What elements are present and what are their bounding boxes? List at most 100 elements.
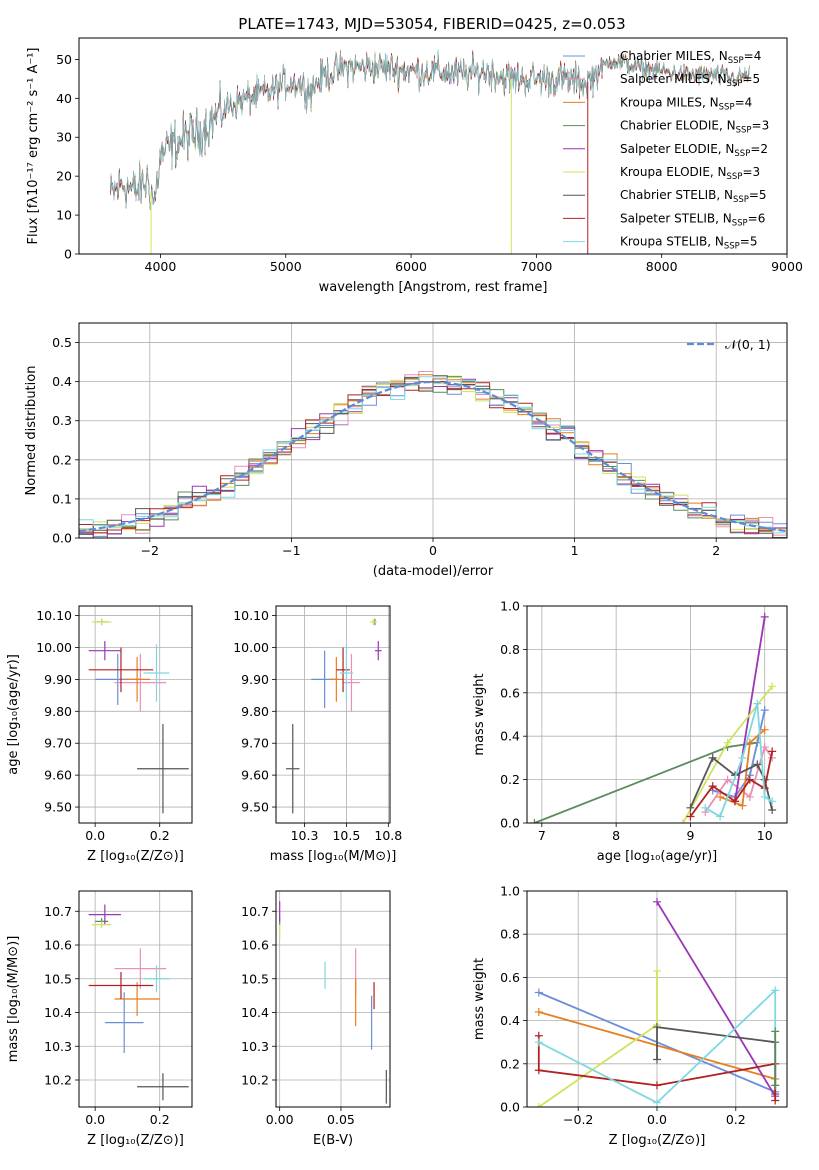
plot-area: [88, 618, 189, 814]
y-tick-label: 10.5: [44, 971, 72, 986]
y-tick-label: 0.8: [500, 642, 520, 657]
x-tick-label: 7: [538, 828, 546, 843]
x-tick-label: 10.8: [374, 828, 402, 843]
y-tick-label: 0.4: [500, 1013, 520, 1028]
x-axis-label: age [log₁₀(age/yr)]: [597, 849, 718, 864]
y-tick-label: 10.7: [241, 904, 269, 919]
weight-line: [704, 703, 773, 818]
x-tick-label: 8000: [646, 259, 678, 274]
weight-marker: [760, 706, 769, 715]
spectrum-line: [110, 49, 750, 209]
weight-marker: [731, 797, 739, 806]
x-tick-label: 0: [429, 543, 437, 558]
weight-marker: [738, 801, 747, 810]
y-axis-label: mass weight: [472, 673, 487, 755]
legend-label: Chabrier MILES, NSSP=4: [620, 49, 761, 66]
panel-spectrum: 4000 5000 6000 7000 8000 9000 0 10 20 30 40 50 wavel…: [26, 37, 803, 295]
x-tick-label: 0.2: [150, 828, 170, 843]
y-tick-label: 10.6: [44, 938, 72, 953]
weight-marker: [534, 1066, 543, 1075]
weight-marker: [768, 797, 777, 806]
weight-marker: [771, 1096, 780, 1105]
y-tick-label: 9.70: [241, 736, 269, 751]
x-tick-label: −2: [141, 543, 159, 558]
x-tick-label: 4000: [145, 259, 177, 274]
axes-frame: [78, 890, 193, 1108]
legend-label: Chabrier STELIB, NSSP=5: [620, 188, 767, 205]
panel-mass_vs_Z: 0.0 0.2 10.2 10.3 10.4 10.5 10.6 10.7 Z [log₁₀(Z…: [6, 890, 193, 1148]
legend-label: Kroupa ELODIE, NSSP=3: [620, 165, 760, 182]
plot-area: [279, 901, 387, 1104]
y-tick-label: 10.10: [36, 608, 72, 623]
y-tick-label: 0.4: [500, 729, 520, 744]
y-tick-label: 10.3: [241, 1039, 269, 1054]
y-tick-label: 0.4: [52, 374, 72, 389]
weight-marker: [653, 1055, 661, 1064]
x-axis-label: E(B-V): [313, 1133, 353, 1148]
x-tick-label: 0.0: [85, 828, 105, 843]
y-tick-label: 10.4: [241, 1005, 269, 1020]
y-tick-label: 1.0: [500, 884, 520, 899]
panel-age_vs_mass: 10.3 10.5 10.8 9.50 9.60 9.70 9.80 9.90 10.00 10.…: [233, 605, 402, 864]
weight-marker: [771, 1027, 780, 1036]
x-tick-label: 9000: [771, 259, 803, 274]
legend-label: Chabrier ELODIE, NSSP=3: [620, 119, 769, 136]
weight-marker: [530, 819, 539, 823]
weight-line: [682, 685, 773, 823]
plot-area: [286, 618, 382, 814]
weight-marker: [534, 988, 543, 997]
weight-marker: [686, 812, 695, 821]
weight-marker: [653, 897, 661, 906]
weight-marker: [738, 753, 747, 762]
x-tick-label: 10.5: [332, 828, 360, 843]
y-tick-label: 0: [64, 247, 72, 262]
weight-marker: [771, 1081, 780, 1090]
weight-marker: [716, 792, 725, 801]
weight-marker: [723, 775, 732, 784]
weight-marker: [760, 792, 769, 801]
normal-curve: [79, 380, 787, 533]
y-tick-label: 0.0: [500, 816, 520, 831]
weight-marker: [745, 792, 754, 801]
y-tick-label: 10.7: [44, 904, 72, 919]
weight-marker: [768, 805, 777, 814]
weight-marker: [653, 1023, 661, 1032]
x-tick-label: 0.05: [327, 1112, 355, 1127]
x-tick-label: 9: [686, 828, 694, 843]
y-tick-label: 0.0: [52, 531, 72, 546]
y-tick-label: 1.0: [500, 599, 520, 614]
x-tick-label: 0.2: [726, 1112, 746, 1127]
x-tick-label: 10: [757, 828, 773, 843]
weight-marker: [653, 1081, 661, 1090]
x-tick-label: 7000: [520, 259, 552, 274]
legend-label: Salpeter MILES, NSSP=5: [620, 72, 760, 89]
x-tick-label: −1: [282, 543, 300, 558]
weight-marker: [760, 612, 769, 621]
weight-line: [689, 751, 773, 818]
x-axis-label: mass [log₁₀(M/M⊙)]: [270, 849, 397, 864]
y-tick-label: 30: [56, 130, 72, 145]
y-axis-label: mass weight: [472, 958, 487, 1040]
panel-residuals: −2 −1 0 1 2 0.0 0.1 0.2 0.3 0.4 0.5 (data-model)/er…: [24, 322, 788, 579]
x-axis-label: Z [log₁₀(Z/Z⊙)]: [87, 1133, 184, 1148]
y-tick-label: 0.6: [500, 970, 520, 985]
histogram-step: [79, 375, 787, 538]
y-tick-label: 10.2: [241, 1073, 269, 1088]
axes-frame: [275, 605, 391, 824]
y-tick-label: 9.80: [44, 704, 72, 719]
axes-frame: [275, 890, 391, 1108]
x-tick-label: 0.00: [266, 1112, 294, 1127]
y-tick-label: 10.2: [44, 1073, 72, 1088]
x-tick-label: 5000: [270, 259, 302, 274]
y-tick-label: 9.90: [44, 672, 72, 687]
weight-marker: [768, 747, 777, 756]
weight-line: [734, 616, 766, 802]
weight-marker: [653, 1098, 661, 1107]
panel-mass_vs_ebv: 0.00 0.05 10.2 10.3 10.4 10.5 10.6 10.7 E(B-V): [241, 890, 391, 1148]
y-tick-label: 10.10: [233, 608, 269, 623]
y-tick-label: 0.0: [500, 1100, 520, 1115]
y-tick-label: 9.90: [241, 672, 269, 687]
weight-marker: [753, 760, 762, 769]
weight-marker: [708, 753, 717, 762]
y-tick-label: 0.2: [500, 1056, 520, 1071]
